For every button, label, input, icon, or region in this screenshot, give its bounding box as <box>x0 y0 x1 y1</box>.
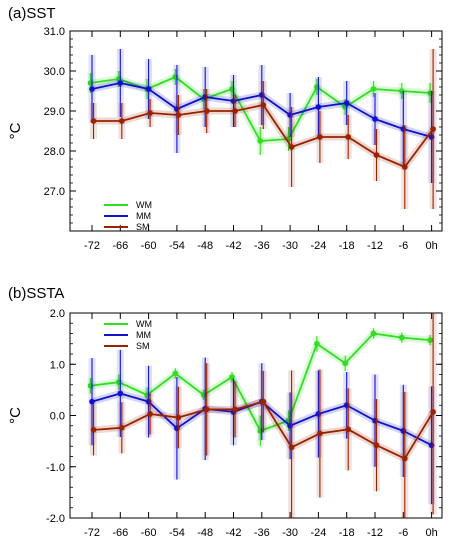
legend-label: MM <box>136 330 151 340</box>
data-point <box>315 104 322 110</box>
x-tick-label: 0h <box>425 240 437 252</box>
data-point <box>370 86 377 92</box>
data-point <box>430 126 436 132</box>
data-point <box>203 108 210 114</box>
data-point <box>232 108 238 114</box>
data-point <box>147 411 153 417</box>
data-point <box>402 455 408 462</box>
x-tick-label: -66 <box>112 527 128 539</box>
panel-title: (b)SSTA <box>8 285 64 302</box>
x-tick-label: -36 <box>254 527 270 539</box>
plot-frame <box>69 30 443 232</box>
panel-ssta: (b)SSTA -2.0 -1.0 0.0 1.0 2.0 -72 -66 -60 -54 -48 -… <box>7 285 443 539</box>
data-point <box>345 426 352 433</box>
series-mm <box>88 349 436 505</box>
legend-label: MM <box>136 211 151 221</box>
data-point <box>342 360 349 367</box>
x-tick-label: -42 <box>226 527 242 539</box>
data-point <box>370 330 377 337</box>
data-point <box>430 409 436 415</box>
data-point <box>172 370 179 377</box>
x-tick-label: -6 <box>398 240 408 252</box>
x-tick-label: -48 <box>197 240 213 252</box>
data-point <box>175 112 182 118</box>
x-tick-label: -48 <box>197 527 213 539</box>
x-tick-label: -24 <box>310 240 326 252</box>
x-tick-label: -54 <box>169 240 185 252</box>
data-point <box>288 444 295 451</box>
x-tick-label: -66 <box>112 240 128 252</box>
data-point <box>373 442 380 449</box>
x-tick-label: -12 <box>367 240 383 252</box>
y-tick-label: 27.0 <box>44 186 65 198</box>
data-point <box>119 425 125 431</box>
data-point <box>229 374 235 380</box>
panel-title: (a)SST <box>8 5 56 22</box>
data-point <box>119 118 125 124</box>
x-tick-label: -12 <box>367 527 383 539</box>
y-tick-label: 1.0 <box>50 359 65 371</box>
x-tick-label: -72 <box>84 240 100 252</box>
series-sm <box>90 313 437 518</box>
data-point <box>89 86 95 92</box>
x-tick-label: 0h <box>425 527 437 539</box>
x-tick-label: -54 <box>169 527 185 539</box>
data-point <box>260 398 267 405</box>
data-point <box>343 100 350 106</box>
data-point <box>203 406 210 413</box>
data-point <box>399 334 405 341</box>
legend-label: WM <box>136 200 152 210</box>
data-point <box>175 414 182 421</box>
y-tick-label: 31.0 <box>44 26 65 38</box>
y-axis-label: °C <box>7 122 24 139</box>
data-point <box>402 164 408 170</box>
data-point <box>317 430 323 437</box>
data-point <box>314 340 320 347</box>
legend-label: SM <box>136 341 150 351</box>
panel-sst: (a)SST 27.0 28.0 29.0 30.0 31.0 -72 -66 -60 -54 -4… <box>7 5 443 252</box>
data-point <box>232 406 238 413</box>
y-tick-label: 29.0 <box>44 106 65 118</box>
data-point <box>427 337 433 343</box>
data-point <box>260 102 267 108</box>
y-tick-label: -1.0 <box>46 462 65 474</box>
x-tick-label: -60 <box>141 240 157 252</box>
y-tick-label: 0.0 <box>50 411 65 423</box>
data-point <box>117 390 124 397</box>
x-tick-label: -18 <box>339 527 355 539</box>
legend-label: SM <box>136 222 150 232</box>
data-point <box>147 110 153 116</box>
y-tick-label: 2.0 <box>50 308 65 320</box>
data-point <box>90 427 97 433</box>
x-tick-label: -60 <box>141 527 157 539</box>
x-tick-label: -24 <box>310 527 326 539</box>
y-tick-label: 30.0 <box>44 66 65 78</box>
data-point <box>288 144 295 150</box>
y-tick-label: -2.0 <box>46 513 65 525</box>
x-tick-label: -36 <box>254 240 270 252</box>
x-tick-label: -30 <box>282 527 298 539</box>
data-point <box>317 134 323 140</box>
data-point <box>257 138 264 144</box>
x-tick-label: -72 <box>84 527 100 539</box>
x-tick-label: -30 <box>282 240 298 252</box>
data-point <box>372 116 378 122</box>
data-point <box>89 398 95 405</box>
data-point <box>90 118 97 124</box>
y-axis-label: °C <box>7 407 24 424</box>
data-point <box>117 80 124 86</box>
x-tick-label: -42 <box>226 240 242 252</box>
x-tick-label: -18 <box>339 240 355 252</box>
y-tick-label: 28.0 <box>44 146 65 158</box>
data-point <box>345 134 352 140</box>
x-tick-label: -6 <box>398 527 408 539</box>
data-point <box>145 86 152 92</box>
legend-label: WM <box>136 319 152 329</box>
data-point <box>373 152 380 158</box>
series-sm <box>90 49 437 209</box>
